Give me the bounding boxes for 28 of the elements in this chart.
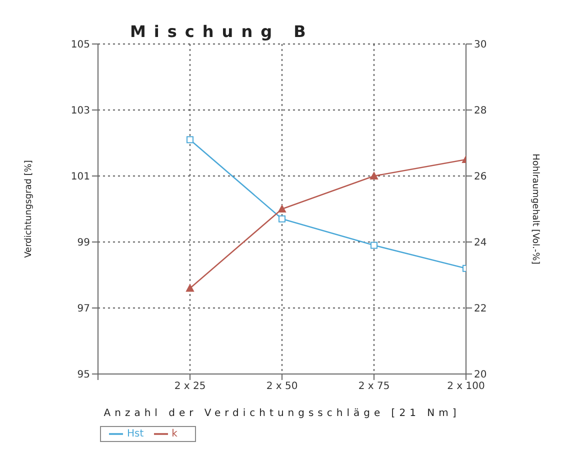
y-tick-label: 99 [77,238,90,249]
chart-title: Mischung B [130,22,314,41]
y-tick-label: 101 [70,172,90,183]
y2-tick-label: 26 [474,172,487,183]
y2-tick-label: 22 [474,304,487,315]
point [186,284,194,292]
y-tick-label: 97 [77,304,90,315]
x-tick-label: 2 x 25 [174,381,206,392]
y2-axis-title: Hohlraumgehalt [Vol.-%] [530,154,540,264]
y2-tick-label: 24 [474,238,487,249]
y2-tick-label: 28 [474,106,487,117]
point [278,215,286,222]
point [278,205,286,212]
legend-label: k [172,428,178,440]
point [186,136,194,144]
legend-label: Hst [127,428,144,440]
y-tick-label: 105 [70,40,90,51]
x-tick-label: 2 x 50 [266,381,298,392]
x-tick-label: 2 x 100 [447,381,485,392]
point [370,172,378,180]
x-tick-label: 2 x 75 [358,381,390,392]
y-axis-title: Verdichtungsgrad [%] [24,160,34,258]
y-tick-label: 103 [70,106,90,117]
y-tick-label: 95 [77,370,90,381]
y2-tick-label: 20 [474,370,487,381]
y2-tick-label: 30 [474,40,487,51]
x-axis-title: Anzahl der Verdichtungsschläge [21 Nm] [104,408,460,419]
point [370,242,378,249]
